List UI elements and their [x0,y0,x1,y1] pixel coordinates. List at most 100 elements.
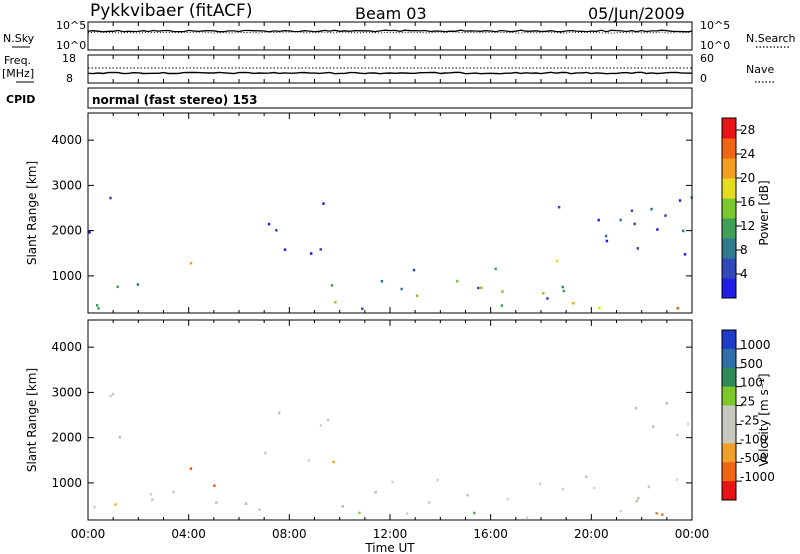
range-cell [480,286,483,290]
freq-trace [87,71,693,75]
range-cell [683,253,687,256]
colorbar-tick-label: 12 [740,219,755,233]
nsky-tick-bottom: 10^0 [56,39,86,52]
freq-panel-frame [87,54,693,84]
colorbar-segment [722,178,736,199]
range-cell [562,289,565,293]
range-cell [213,484,216,487]
range-cell [598,306,601,310]
y-tick-label: 4000 [51,133,82,147]
nsky-panel-frame [87,21,693,51]
x-tick-label: 04:00 [171,527,206,541]
nsky-label: N.Sky [3,32,35,45]
y-tick-label: 3000 [51,178,82,192]
range-cell [428,501,431,504]
station-title: Pykkvibaer (fitACF) [90,1,252,21]
range-cell [258,508,261,511]
range-cell [676,433,679,437]
velocity-colorbar-label: Velocity [m s⁻¹] [757,373,771,466]
range-cell [652,425,655,428]
range-cell [319,424,323,427]
nave-tick-bottom: 0 [700,72,707,85]
colorbar-segment [722,481,736,501]
colorbar-tick-label: 8 [740,243,748,257]
colorbar-segment [722,218,736,239]
colorbar-segment [722,258,736,279]
nsearch-tick-top: 10^5 [700,19,730,32]
range-cell [330,284,334,287]
range-cell [500,304,503,307]
colorbar-tick-label: 28 [740,123,755,137]
velocity-frame [87,319,693,521]
range-cell [334,300,337,304]
range-cell [111,392,115,396]
range-cell [114,503,117,506]
range-cell [310,252,313,255]
range-cell [682,229,685,233]
range-cell [561,285,564,289]
range-cell [661,513,664,516]
range-cell [275,229,278,232]
range-cell [244,502,248,505]
range-cell [597,218,600,222]
range-cell [361,307,364,311]
colorbar-tick-label: 100 [740,376,763,390]
power-panel: 1000 2000 3000 4000 Slant Range [km] [25,112,693,314]
range-cell [506,497,509,501]
colorbar-tick-label: 25 [740,395,755,409]
range-cell [636,247,639,250]
colorbar-segment [722,238,736,259]
colorbar-segment [722,198,736,219]
colorbar-segment [722,386,736,407]
range-cell [655,512,658,515]
range-cell [412,268,416,272]
colorbar-tick-label: 500 [740,357,763,371]
freq-label: Freq. [4,54,31,67]
colorbar-tick-label: 4 [740,267,748,281]
range-cell [415,294,419,298]
range-cell [264,451,267,455]
range-cell [116,285,119,289]
colorbar-tick-label: -25 [740,413,760,427]
range-cell [149,493,153,496]
range-cell [374,491,377,494]
colorbar-segment [722,278,736,299]
velocity-axes: 1000 2000 3000 4000 [51,320,693,520]
range-cell [466,493,469,497]
range-cell [341,505,344,508]
nsearch-tick-bottom: 10^0 [700,39,730,52]
range-cell [637,496,640,500]
colorbar-tick-label: -500 [740,451,767,465]
range-cell [650,207,653,211]
range-cell [686,422,690,426]
range-cell [283,248,287,251]
x-tick-label: 16:00 [473,527,508,541]
freq-unit: [MHz] [2,67,34,80]
range-cell [635,499,638,503]
y-tick-label: 3000 [51,385,82,399]
date-title: 05/Jun/2009 [588,4,685,23]
colorbar-frame [721,329,737,501]
velocity-ylabel: Slant Range [km] [25,368,39,472]
colorbar-segment [722,138,736,159]
range-cell [477,286,480,290]
power-scatter [88,196,693,311]
range-cell [400,287,403,291]
range-cell [555,259,559,263]
range-cell [88,231,91,234]
range-cell [307,459,310,462]
power-frame [87,112,693,314]
range-cell [525,516,529,519]
y-tick-label: 2000 [51,224,82,238]
time-axis-label: Time UT [364,541,415,554]
colorbar-segment [722,158,736,179]
range-cell [633,222,636,226]
range-cell [136,283,140,286]
time-axis: 00:00 04:00 08:00 12:00 16:00 20:00 00:00 [71,22,709,541]
power-axes: 1000 2000 3000 4000 [51,113,693,313]
freq-tick-bottom: 8 [66,72,73,85]
y-tick-label: 2000 [51,431,82,445]
range-cell [189,467,193,470]
range-cell [109,394,112,398]
range-cell [585,475,588,478]
